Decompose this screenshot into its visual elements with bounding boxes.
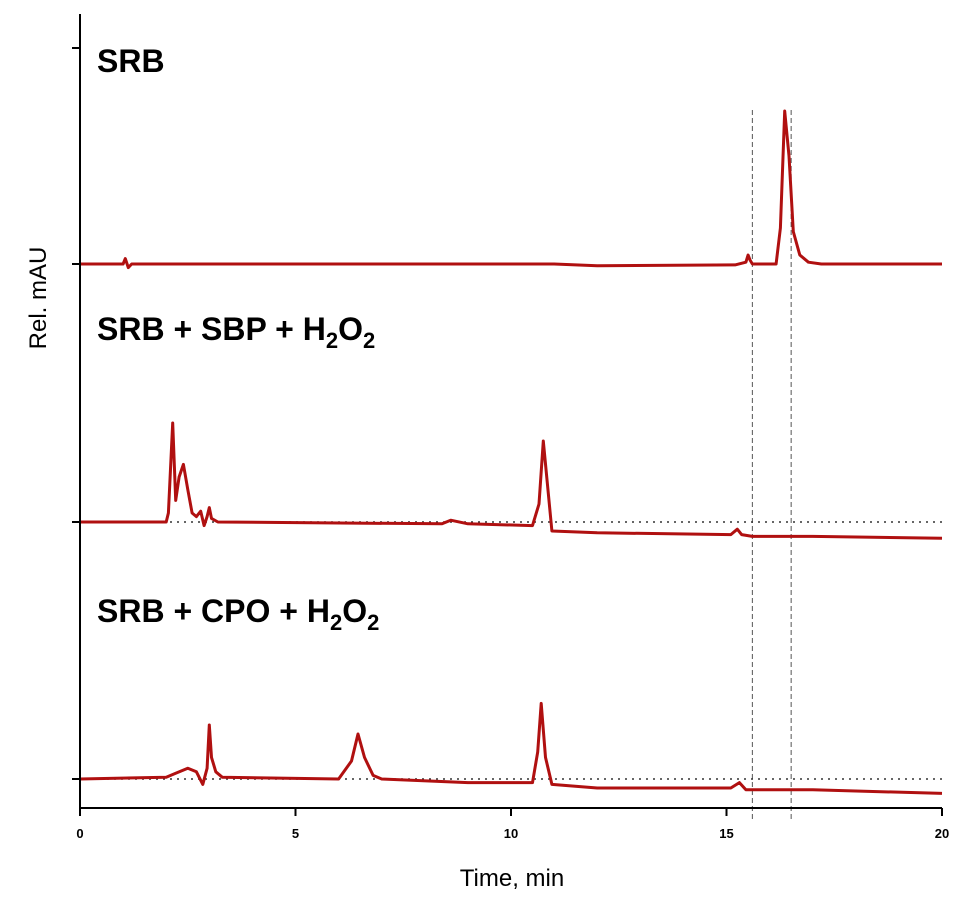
- y-ticks: [72, 263, 80, 780]
- panel-label-sbp-sub2: 2: [363, 328, 375, 353]
- panel-label-cpo-sub1: 2: [330, 610, 342, 635]
- panel-label-cpo: SRB + CPO + H2O2: [97, 593, 379, 635]
- x-tick-label-10: 10: [504, 826, 518, 841]
- y-axis-title: Rel. mAU: [25, 247, 52, 350]
- x-tick-label-0: 0: [76, 826, 83, 841]
- traces: [79, 109, 943, 795]
- panel-label-sbp-main: SRB + SBP + H: [97, 311, 326, 347]
- x-tick-label-15: 15: [719, 826, 733, 841]
- panel-label-sbp: SRB + SBP + H2O2: [97, 311, 375, 353]
- trace-cpo: [79, 701, 943, 795]
- panel-label-srb: SRB: [97, 43, 165, 79]
- trace-srb: [80, 109, 942, 270]
- panel-label-sbp-tail: O: [338, 311, 363, 347]
- reference-lines: [751, 110, 792, 822]
- x-axis-title: Time, min: [460, 865, 564, 892]
- x-ticks: 0 5 10 15 20: [76, 808, 949, 841]
- panel-label-cpo-main: SRB + CPO + H: [97, 593, 330, 629]
- panel-label-sbp-sub1: 2: [326, 328, 338, 353]
- baselines: [86, 521, 942, 780]
- x-tick-label-5: 5: [292, 826, 299, 841]
- panel-label-cpo-tail: O: [342, 593, 367, 629]
- trace-sbp: [80, 421, 943, 540]
- x-tick-label-20: 20: [935, 826, 949, 841]
- panel-label-cpo-sub2: 2: [367, 610, 379, 635]
